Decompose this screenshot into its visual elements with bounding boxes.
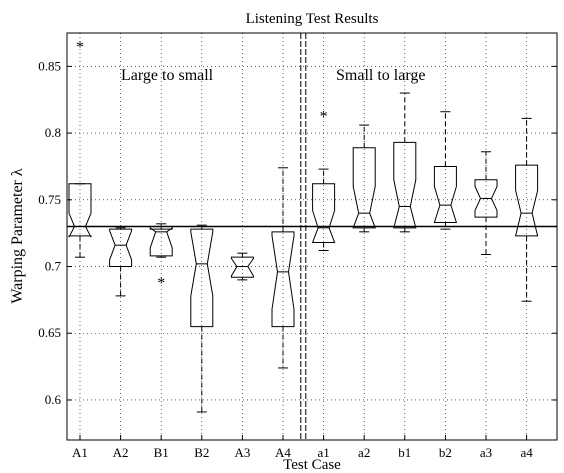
grid-lines	[67, 33, 557, 440]
box-A4	[271, 167, 295, 369]
box-B2	[190, 224, 214, 413]
y-tick-label: 0.75	[38, 192, 61, 207]
outlier-point: *	[157, 275, 165, 292]
x-tick-label: A3	[234, 445, 250, 460]
plot-frame	[66, 32, 558, 441]
box-body	[474, 179, 498, 218]
box-body	[352, 147, 376, 229]
outlier-point: *	[76, 39, 84, 56]
x-tick-label: a2	[358, 445, 370, 460]
y-tick-label: 0.6	[45, 392, 62, 407]
box-a4	[514, 117, 539, 302]
box-body	[433, 165, 458, 223]
box-body	[514, 164, 539, 237]
box-body	[271, 231, 295, 328]
box-body	[68, 183, 92, 238]
y-tick-label: 0.85	[38, 58, 61, 73]
x-tick-label: A2	[113, 445, 129, 460]
box-A2	[109, 227, 133, 297]
x-tick-label: A1	[72, 445, 88, 460]
x-tick-label: b1	[398, 445, 411, 460]
box-a1: *	[311, 108, 336, 252]
x-tick-label: B2	[194, 445, 209, 460]
y-axis-ticks: 0.6 0.65 0.7 0.75 0.8 0.85	[38, 58, 557, 407]
outlier-point: *	[320, 108, 328, 125]
annotation-small-to-large: Small to large	[336, 67, 425, 84]
box-body	[149, 226, 173, 257]
x-tick-label: a1	[317, 445, 329, 460]
y-tick-label: 0.7	[45, 259, 62, 274]
y-axis-label: Warping Parameter λ	[9, 168, 26, 304]
box-body	[190, 228, 214, 328]
box-body	[230, 256, 254, 278]
box-body	[393, 141, 417, 229]
box-body	[109, 228, 133, 268]
group-divider	[300, 33, 307, 440]
box-B1: *	[149, 223, 173, 292]
box-body	[311, 183, 336, 244]
box-A3	[230, 252, 254, 281]
chart-title: Listening Test Results	[246, 11, 379, 27]
x-axis-ticks: A1 A2 B1 B2 A3 A4 a1 a2 b1 b2 a3 a4	[72, 435, 533, 460]
x-axis-label: Test Case	[283, 457, 341, 473]
x-tick-label: b2	[439, 445, 452, 460]
annotation-large-to-small: Large to small	[121, 67, 214, 84]
box-a3	[474, 151, 498, 256]
box-A1: *	[68, 39, 92, 258]
boxes-group: * * *	[68, 39, 539, 413]
x-tick-label: a3	[480, 445, 492, 460]
x-tick-label: B1	[154, 445, 169, 460]
y-tick-label: 0.65	[38, 325, 61, 340]
box-b1	[393, 92, 417, 233]
x-tick-label: A4	[275, 445, 291, 460]
y-tick-label: 0.8	[45, 125, 61, 140]
box-b2	[433, 111, 458, 230]
x-tick-label: a4	[520, 445, 533, 460]
box-a2	[352, 124, 376, 233]
